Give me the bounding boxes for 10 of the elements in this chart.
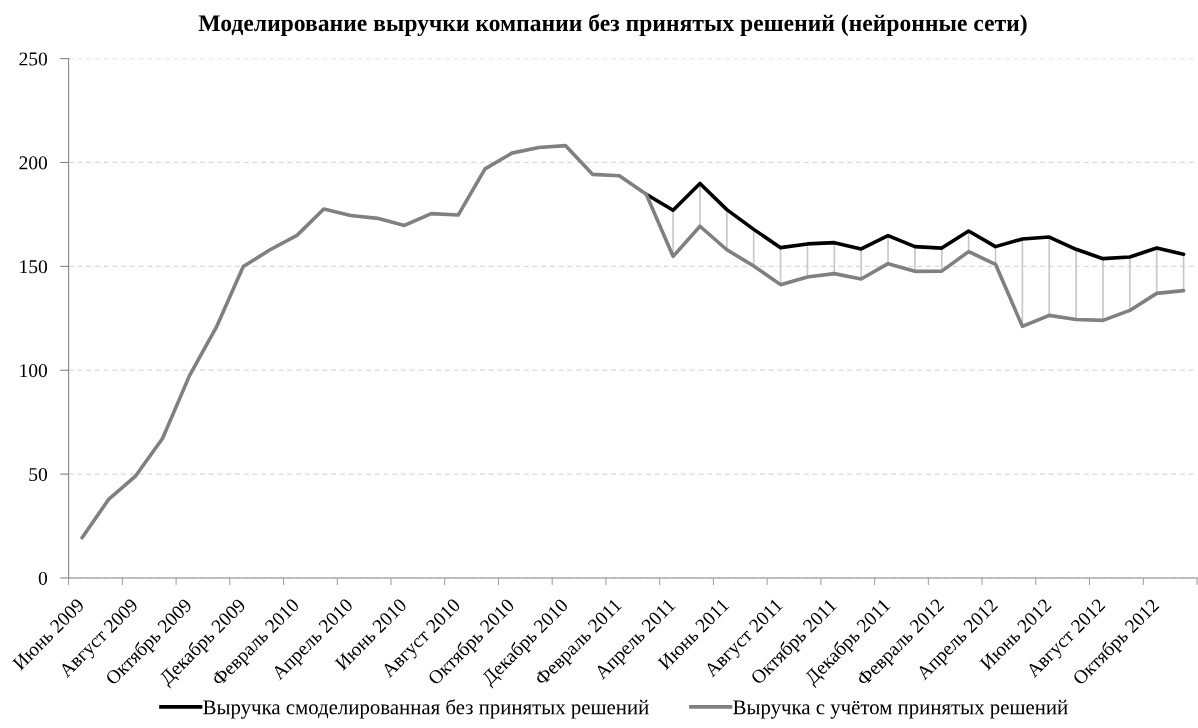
y-tick-label: 50 [29, 467, 48, 482]
y-tick-label: 250 [19, 52, 48, 66]
y-tick-label: 150 [20, 260, 48, 274]
y-tick-label: 100 [20, 364, 48, 378]
legend-label: Выручка смоделированная без принятых решений [203, 699, 649, 719]
y-tick-label: 0 [38, 571, 48, 585]
line-series [80, 143, 1186, 540]
legend-label: Выручка с учётом принятых решений [733, 699, 1068, 719]
chart-title: Моделирование выручки компании без принятых решений (нейронные сети) [198, 14, 1027, 36]
y-tick-label: 200 [19, 156, 48, 170]
